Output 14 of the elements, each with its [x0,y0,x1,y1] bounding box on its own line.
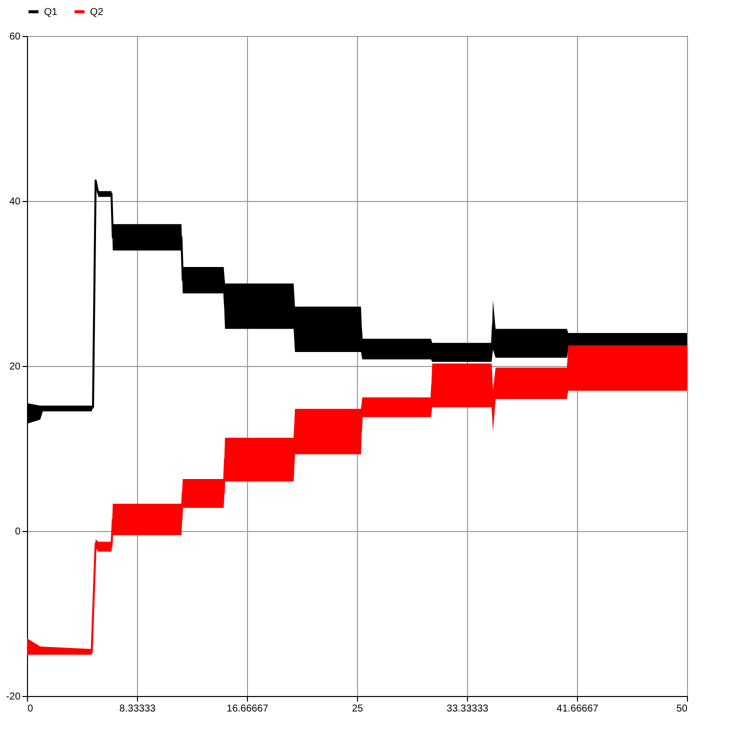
y-tick-label: 20 [9,362,21,372]
x-tick-label: 25 [352,704,364,714]
x-tick-label: 0 [28,704,34,714]
x-tick-label: 8.33333 [119,704,156,714]
y-tick-label: -20 [6,692,21,702]
legend-label: Q1 [44,6,58,18]
x-tick-label: 50 [676,704,688,714]
y-tick-label: 60 [9,32,21,42]
x-tick-label: 41.66667 [556,704,599,714]
x-tick-label: 16.66667 [226,704,269,714]
y-tick-label: 40 [9,196,21,208]
legend-label: Q2 [90,6,104,18]
y-tick-label: 0 [14,526,21,538]
x-tick-label: 33.33333 [446,704,489,714]
